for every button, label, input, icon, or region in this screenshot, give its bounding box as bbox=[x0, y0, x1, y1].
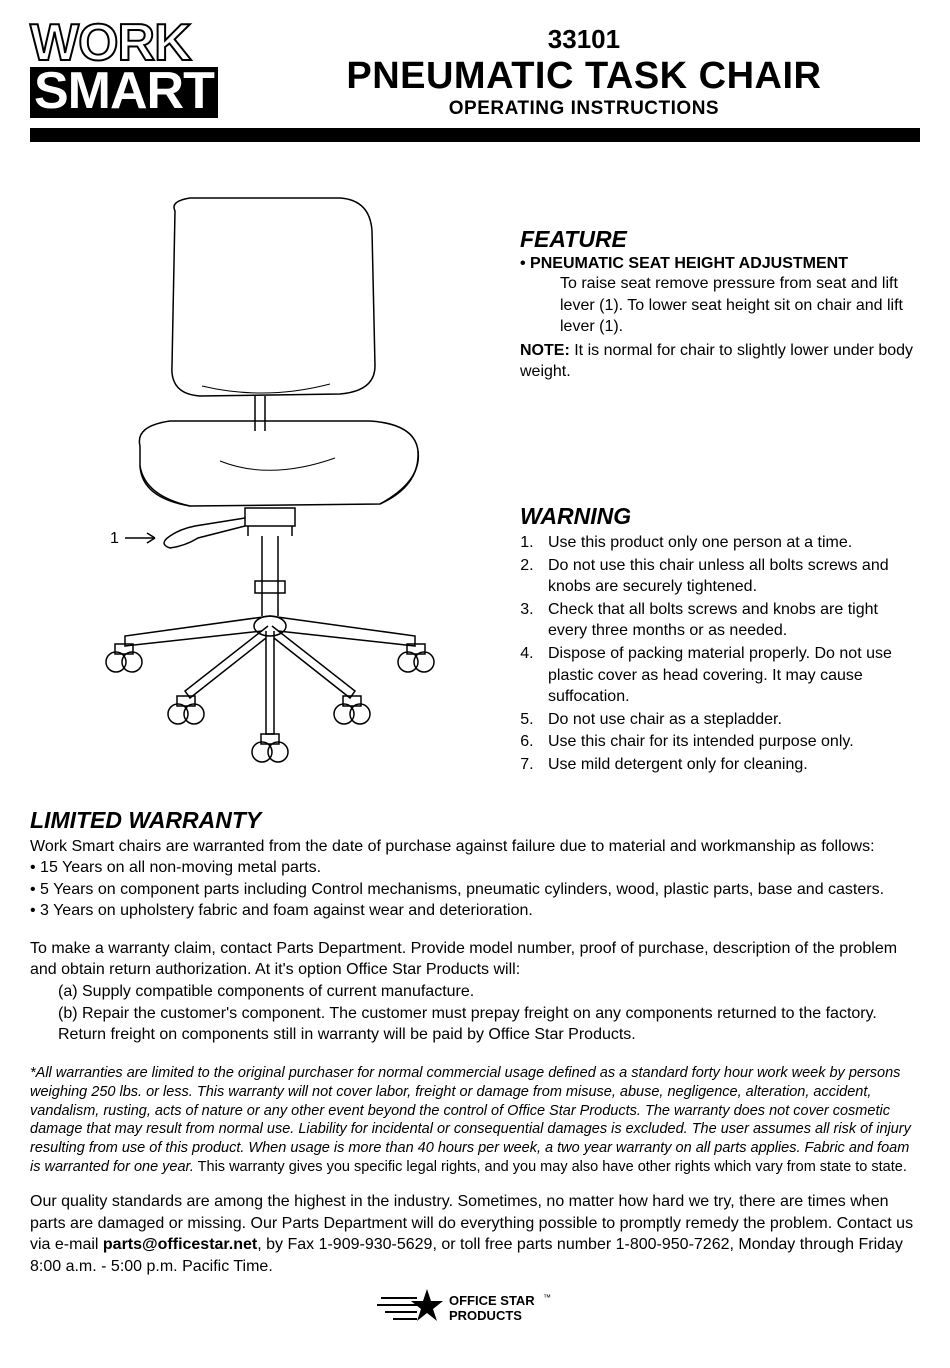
model-number: 33101 bbox=[248, 24, 920, 55]
warning-item: Do not use this chair unless all bolts s… bbox=[538, 555, 920, 598]
svg-text:OFFICE STAR: OFFICE STAR bbox=[449, 1293, 535, 1308]
logo-line-1: WORK bbox=[30, 20, 218, 67]
svg-text:™: ™ bbox=[543, 1293, 551, 1302]
warranty-bullet: • 3 Years on upholstery fabric and foam … bbox=[30, 900, 920, 922]
note-text: It is normal for chair to slightly lower… bbox=[520, 342, 913, 381]
brand-logo: WORK SMART bbox=[30, 20, 218, 118]
chair-diagram-column: 1 bbox=[30, 166, 490, 777]
feature-description: To raise seat remove pressure from seat … bbox=[520, 273, 920, 338]
header-divider bbox=[30, 128, 920, 142]
warning-item: Dispose of packing material properly. Do… bbox=[538, 643, 920, 708]
warranty-bullet: • 15 Years on all non-moving metal parts… bbox=[30, 857, 920, 879]
logo-line-2: SMART bbox=[30, 67, 218, 118]
warranty-claim-a: (a) Supply compatible components of curr… bbox=[30, 981, 920, 1003]
callout-label-1: 1 bbox=[110, 530, 119, 547]
contact-email: parts@officestar.net bbox=[103, 1236, 257, 1253]
document-page: WORK SMART 33101 PNEUMATIC TASK CHAIR OP… bbox=[0, 0, 950, 1368]
footer-logo: OFFICE STAR ™ PRODUCTS bbox=[30, 1285, 920, 1338]
warning-item: Use this chair for its intended purpose … bbox=[538, 731, 920, 753]
text-column: FEATURE • PNEUMATIC SEAT HEIGHT ADJUSTME… bbox=[520, 166, 920, 777]
warranty-section: LIMITED WARRANTY Work Smart chairs are w… bbox=[30, 807, 920, 1278]
quality-statement: Our quality standards are among the high… bbox=[30, 1191, 920, 1277]
subtitle: OPERATING INSTRUCTIONS bbox=[248, 98, 920, 120]
feature-subheading: • PNEUMATIC SEAT HEIGHT ADJUSTMENT bbox=[520, 255, 920, 273]
title-block: 33101 PNEUMATIC TASK CHAIR OPERATING INS… bbox=[248, 20, 920, 120]
warranty-claim-b: (b) Repair the customer's component. The… bbox=[30, 1003, 920, 1046]
svg-text:PRODUCTS: PRODUCTS bbox=[449, 1308, 522, 1323]
warning-list: Use this product only one person at a ti… bbox=[520, 532, 920, 776]
feature-note: NOTE: It is normal for chair to slightly… bbox=[520, 340, 920, 383]
warning-item: Do not use chair as a stepladder. bbox=[538, 709, 920, 731]
warning-item: Use this product only one person at a ti… bbox=[538, 532, 920, 554]
feature-heading: FEATURE bbox=[520, 226, 920, 253]
header-row: WORK SMART 33101 PNEUMATIC TASK CHAIR OP… bbox=[30, 20, 920, 120]
warning-item: Use mild detergent only for cleaning. bbox=[538, 754, 920, 776]
warranty-claim-intro: To make a warranty claim, contact Parts … bbox=[30, 938, 920, 981]
warranty-heading: LIMITED WARRANTY bbox=[30, 807, 920, 834]
warning-section: WARNING Use this product only one person… bbox=[520, 503, 920, 776]
warning-heading: WARNING bbox=[520, 503, 920, 530]
office-star-logo-icon: OFFICE STAR ™ PRODUCTS bbox=[375, 1285, 575, 1333]
warranty-intro: Work Smart chairs are warranted from the… bbox=[30, 836, 920, 858]
warranty-fine-print: *All warranties are limited to the origi… bbox=[30, 1064, 920, 1177]
note-label: NOTE: bbox=[520, 342, 570, 359]
chair-diagram: 1 bbox=[30, 186, 460, 766]
fine-print-tail: This warranty gives you specific legal r… bbox=[194, 1159, 907, 1175]
mid-section: 1 FEATURE • PNEUMATIC SEAT HEIGHT ADJUST… bbox=[30, 166, 920, 777]
warranty-bullet: • 5 Years on component parts including C… bbox=[30, 879, 920, 901]
feature-section: FEATURE • PNEUMATIC SEAT HEIGHT ADJUSTME… bbox=[520, 226, 920, 383]
product-title: PNEUMATIC TASK CHAIR bbox=[248, 55, 920, 98]
warning-item: Check that all bolts screws and knobs ar… bbox=[538, 599, 920, 642]
